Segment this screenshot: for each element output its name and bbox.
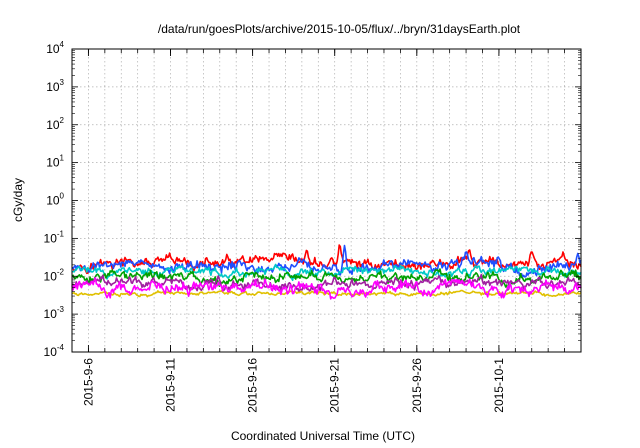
y-tick-label: 10-1 [44,229,65,245]
y-tick-label: 104 [46,40,64,56]
y-tick-label: 103 [46,78,64,94]
y-tick-label: 10-2 [44,267,65,283]
x-tick-label: 2015-9-26 [410,358,424,413]
x-tick-label: 2015-9-16 [246,358,260,413]
axes [71,48,582,353]
y-tick-label: 10-4 [44,343,65,359]
y-tick-label: 100 [46,192,64,208]
series-layer [71,244,582,300]
x-tick-label: 2015-9-11 [164,358,178,412]
y-tick-labels: 104 103 102 101 100 10-1 10-2 10-3 10-4 [44,40,65,359]
chart-title: /data/run/goesPlots/archive/2015-10-05/f… [158,22,521,36]
y-tick-label: 10-3 [44,305,65,321]
x-axis-label: Coordinated Universal Time (UTC) [231,429,415,443]
series-blue-line [71,244,582,278]
x-tick-label: 2015-9-6 [81,358,95,406]
series-purple-line [71,273,582,293]
series-green-line [71,268,582,291]
series-magenta-line [71,276,582,300]
y-tick-label: 102 [46,116,64,132]
y-tick-label: 101 [46,154,64,170]
x-tick-label: 2015-10-1 [492,358,506,413]
y-axis-label: cGy/day [11,178,25,222]
plot-frame [71,48,582,353]
x-tick-label: 2015-9-21 [328,358,342,413]
x-tick-labels: 2015-9-6 2015-9-11 2015-9-16 2015-9-21 2015-… [81,358,505,413]
